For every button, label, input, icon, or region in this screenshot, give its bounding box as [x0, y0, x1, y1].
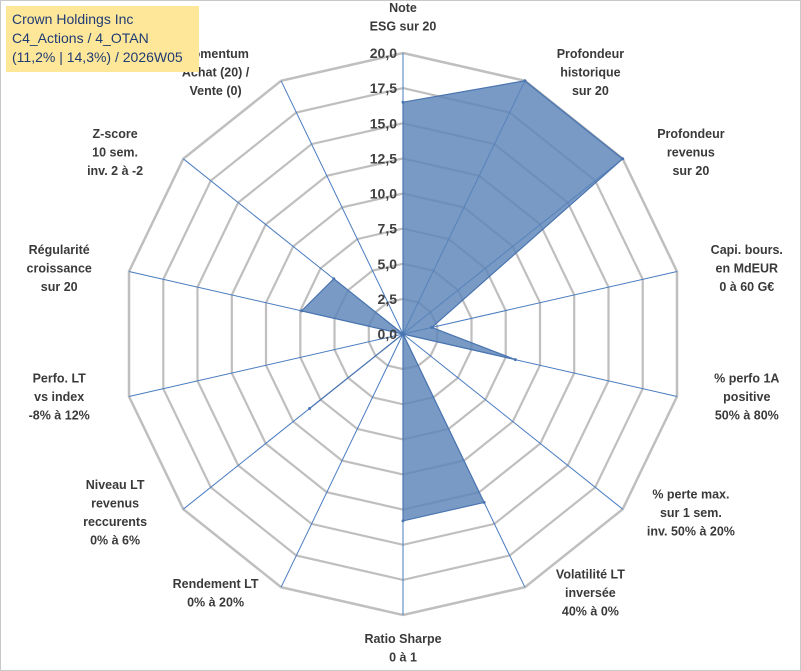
axis-label-line: 40% à 0%	[562, 605, 619, 619]
axis-label-line: 0% à 20%	[187, 595, 244, 609]
axis-label-13: Z-score 10 sem. inv. 2 à -2	[87, 127, 143, 178]
axis-label-line: Perfo. LT	[33, 372, 87, 386]
axis-label-line: Ratio Sharpe	[364, 632, 441, 646]
tick-label: 20,0	[370, 45, 397, 61]
axis-label-line: ESG sur 20	[370, 20, 437, 34]
data-point-8	[401, 519, 405, 523]
axis-label-line: 50% à 80%	[715, 409, 779, 423]
data-point-3	[621, 157, 625, 161]
spoke-14	[280, 80, 404, 335]
axis-label-line: Volatilité LT	[556, 568, 625, 582]
axis-label-8: Ratio Sharpe 0 à 1	[364, 632, 441, 665]
spoke-6	[402, 333, 624, 510]
tick-label: 5,0	[378, 256, 398, 272]
axis-label-12: Régularité croissance sur 20	[27, 243, 92, 294]
spoke-9	[280, 333, 404, 588]
data-point-2	[523, 79, 527, 83]
axis-label-line: sur 1 sem.	[660, 506, 722, 520]
axis-label-11: Perfo. LT vs index -8% à 12%	[29, 372, 90, 423]
axis-label-line: vs index	[34, 390, 84, 404]
axis-label-line: sur 20	[41, 280, 78, 294]
data-point-7	[482, 500, 486, 504]
axis-label-line: inversée	[565, 586, 616, 600]
axis-label-line: historique	[560, 65, 620, 79]
company-name: Crown Holdings Inc	[12, 11, 134, 27]
axis-label-line: Niveau LT	[86, 478, 145, 492]
data-point-10	[308, 407, 312, 410]
tick-label: 7,5	[378, 221, 398, 237]
axis-label-5: % perfo 1A positive 50% à 80%	[714, 372, 779, 423]
axis-label-line: revenus	[91, 497, 139, 511]
radar-series	[300, 79, 625, 523]
data-point-4	[430, 325, 434, 329]
axis-label-line: 0 à 1	[389, 651, 417, 665]
axis-label-line: revenus	[667, 146, 715, 160]
tick-label: 17,5	[370, 80, 397, 96]
axis-label-line: sur 20	[672, 164, 709, 178]
axis-label-line: -8% à 12%	[29, 409, 90, 423]
axis-label-4: Capi. bours. en MdEUR 0 à 60 G€	[711, 243, 783, 294]
axis-label-line: reccurents	[83, 515, 147, 529]
axis-label-line: Vente (0)	[190, 84, 242, 98]
axis-label-line: 10 sem.	[92, 146, 138, 160]
tick-label: 10,0	[370, 186, 397, 202]
tick-label: 0,0	[378, 326, 398, 342]
data-point-13	[332, 277, 336, 281]
axis-label-line: Régularité	[29, 243, 90, 257]
axis-label-line: Capi. bours.	[711, 243, 783, 257]
tick-label: 12,5	[370, 150, 397, 166]
tick-label: 15,0	[370, 115, 397, 131]
axis-label-10: Niveau LT revenus reccurents 0% à 6%	[83, 478, 147, 548]
info-box: Crown Holdings Inc C4_Actions / 4_OTAN (…	[6, 6, 199, 72]
axis-label-6: % perte max. sur 1 sem. inv. 50% à 20%	[647, 487, 735, 538]
spoke-11	[128, 333, 404, 397]
performance-summary: (11,2% | 14,3%) / 2026W05	[12, 49, 183, 65]
data-point-5	[513, 358, 517, 362]
axis-label-line: sur 20	[572, 84, 609, 98]
axis-label-2: Profondeur historique sur 20	[557, 47, 624, 98]
axis-label-line: inv. 2 à -2	[87, 164, 143, 178]
radar-tick-labels: 0,0 2,5 5,0 7,5 10,0 12,5 15,0 17,5 20,0	[370, 45, 397, 342]
axis-label-7: Volatilité LT inversée 40% à 0%	[556, 568, 625, 619]
axis-label-line: 0 à 60 G€	[719, 280, 774, 294]
axis-label-line: croissance	[27, 261, 92, 275]
axis-label-line: Profondeur	[557, 47, 624, 61]
data-point-12	[300, 309, 304, 313]
tick-label: 2,5	[378, 291, 398, 307]
axis-label-line: % perfo 1A	[714, 372, 779, 386]
axis-label-1: Note ESG sur 20	[370, 1, 437, 34]
axis-label-line: inv. 50% à 20%	[647, 524, 735, 538]
axis-label-line: Note	[389, 1, 417, 15]
data-point-14	[401, 332, 405, 336]
portfolio-path: C4_Actions / 4_OTAN	[12, 30, 149, 46]
axis-label-line: Rendement LT	[173, 577, 259, 591]
axis-label-line: positive	[723, 390, 770, 404]
axis-label-line: Z-score	[93, 127, 138, 141]
axis-label-line: en MdEUR	[716, 261, 779, 275]
axis-label-3: Profondeur revenus sur 20	[657, 127, 724, 178]
data-point-1	[401, 100, 405, 104]
axis-label-line: 0% à 6%	[90, 534, 140, 548]
axis-label-line: Profondeur	[657, 127, 724, 141]
spoke-4	[402, 271, 678, 335]
axis-label-9: Rendement LT 0% à 20%	[173, 577, 259, 610]
axis-label-line: % perte max.	[652, 487, 729, 501]
